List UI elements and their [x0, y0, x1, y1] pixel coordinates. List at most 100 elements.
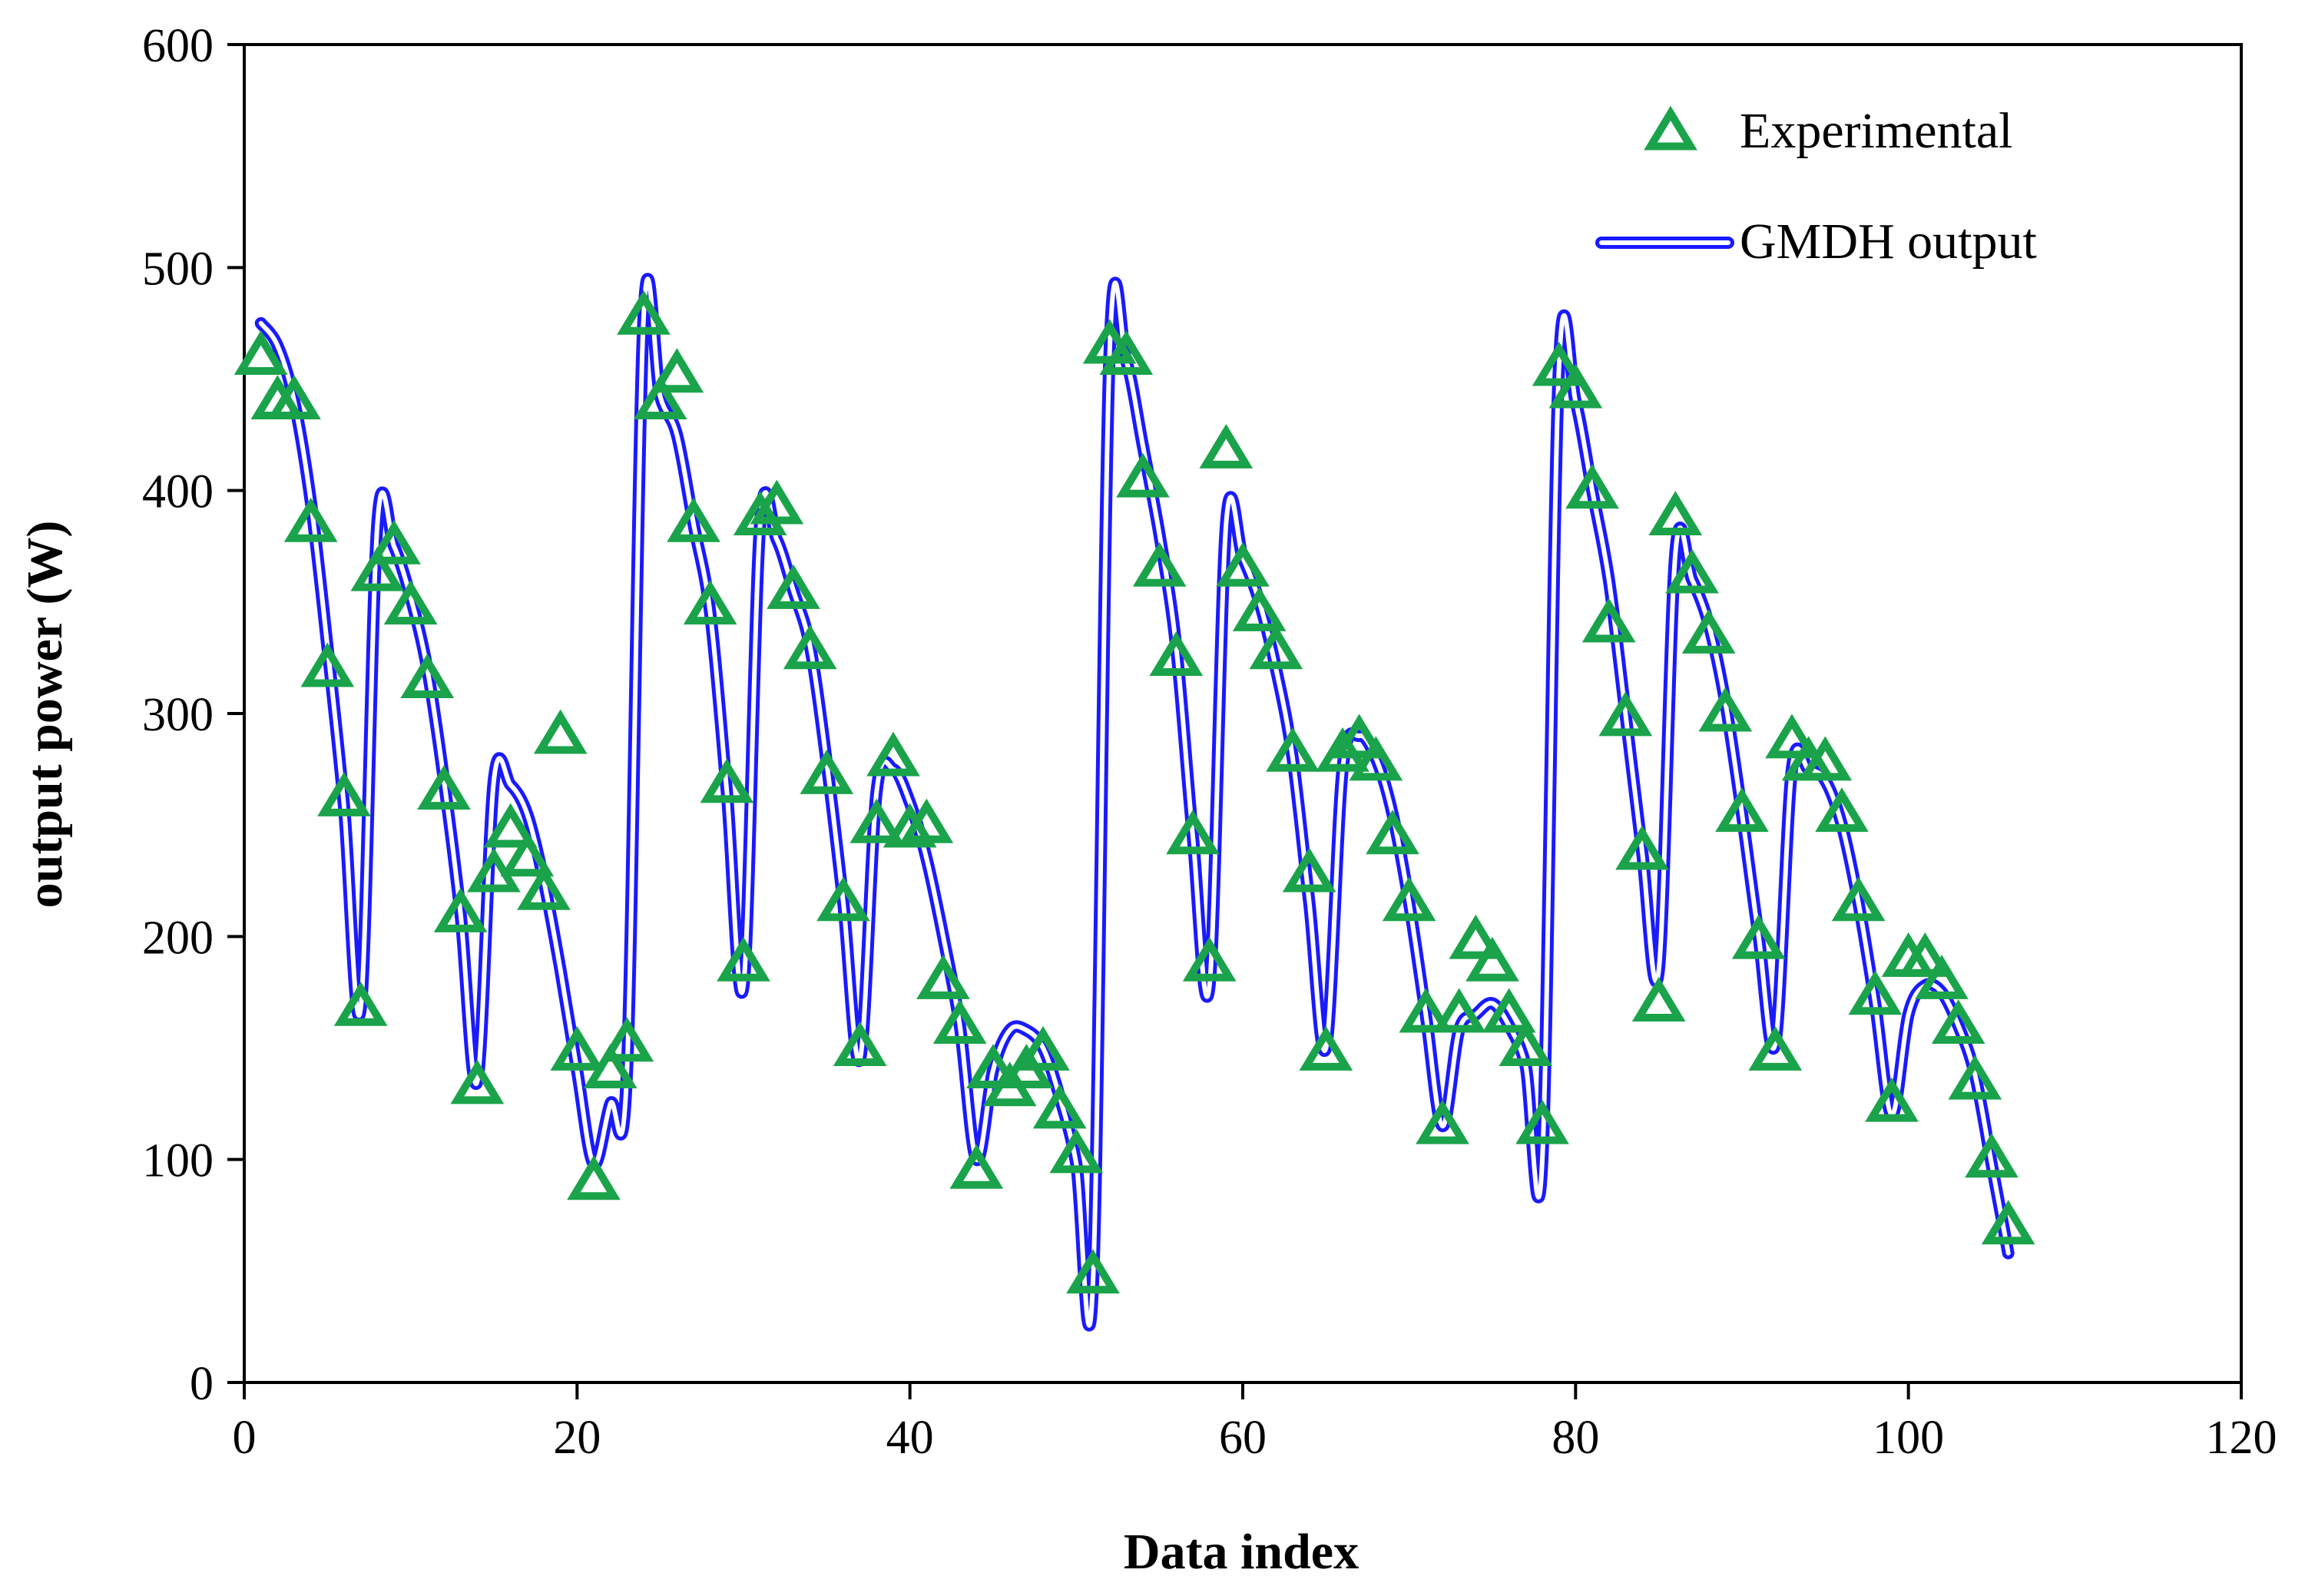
experimental-point	[283, 497, 338, 542]
experimental-point	[1149, 631, 1204, 676]
experimental-point	[1748, 1025, 1803, 1071]
experimental-point	[550, 1025, 604, 1071]
experimental-point	[1116, 452, 1170, 498]
experimental-point	[350, 546, 405, 591]
experimental-point	[1399, 988, 1453, 1033]
y-axis-title: output power (W)	[17, 521, 73, 909]
y-tick-label: 500	[142, 243, 214, 295]
experimental-point	[849, 798, 904, 843]
experimental-point	[300, 642, 355, 687]
experimental-point	[1465, 936, 1519, 982]
experimental-point	[1482, 988, 1536, 1033]
experimental-point	[1266, 727, 1320, 772]
y-tick-label: 0	[190, 1358, 214, 1410]
experimental-point	[1698, 687, 1753, 732]
y-tick-label: 600	[142, 20, 214, 72]
legend-experimental-label: Experimental	[1740, 103, 2013, 159]
experimental-point	[816, 876, 870, 922]
y-tick-label: 400	[142, 466, 214, 518]
experimental-point	[450, 1059, 505, 1104]
experimental-point	[683, 580, 737, 625]
experimental-point	[733, 491, 787, 536]
experimental-point	[783, 624, 837, 670]
experimental-point	[1299, 1025, 1353, 1071]
experimental-point	[1366, 810, 1419, 855]
experimental-point	[1099, 330, 1154, 375]
experimental-point	[899, 798, 954, 843]
experimental-point	[583, 1044, 638, 1089]
experimental-point	[1349, 736, 1403, 781]
experimental-point	[650, 348, 704, 393]
experimental-point	[317, 771, 371, 816]
legend: Experimental GMDH output	[1595, 103, 2037, 270]
experimental-point	[433, 887, 488, 932]
experimental-point	[417, 765, 471, 810]
experimental-point	[1848, 970, 1903, 1015]
experimental-point	[1948, 1055, 2002, 1100]
experimental-point	[1016, 1025, 1070, 1071]
experimental-point	[1499, 1022, 1553, 1067]
experimental-point	[833, 1022, 887, 1067]
y-tick-label: 100	[142, 1135, 214, 1187]
experimental-point	[1532, 341, 1586, 386]
experimental-point	[483, 803, 538, 848]
experimental-point	[533, 709, 588, 754]
x-axis-title: Data index	[1124, 1524, 1359, 1580]
experimental-point	[767, 564, 820, 609]
experimental-point	[1648, 491, 1703, 536]
y-tick-label: 200	[142, 912, 214, 964]
experimental-point	[1831, 876, 1886, 922]
experimental-point	[1449, 914, 1503, 959]
experimental-point	[500, 832, 555, 877]
experimental-point	[633, 375, 687, 420]
experimental-point	[1548, 363, 1603, 409]
x-tick-label: 0	[233, 1412, 257, 1464]
experimental-point	[517, 865, 571, 910]
x-tick-label: 120	[2206, 1412, 2277, 1464]
experimental-point	[1515, 1099, 1569, 1144]
experimental-point	[1681, 608, 1736, 654]
legend-experimental-marker	[1644, 105, 1697, 151]
x-tick-label: 60	[1219, 1412, 1267, 1464]
experimental-point	[1132, 541, 1187, 587]
y-tick-label: 300	[142, 689, 214, 741]
experimental-point	[1432, 988, 1486, 1033]
experimental-point	[1631, 977, 1686, 1022]
experimental-point	[1765, 714, 1819, 759]
experimental-point	[1182, 936, 1237, 982]
experimental-point	[1032, 1084, 1087, 1129]
experimental-point	[750, 479, 804, 525]
experimental-point	[383, 580, 438, 625]
experimental-point	[1815, 787, 1869, 833]
experimental-point	[617, 290, 671, 335]
experimental-point	[1731, 914, 1786, 959]
experimental-point	[1416, 1099, 1469, 1144]
experimental-point	[966, 1044, 1020, 1089]
experimental-point	[1581, 598, 1636, 643]
experimental-point	[1332, 714, 1386, 759]
x-tick-label: 20	[553, 1412, 601, 1464]
experimental-point	[667, 497, 720, 542]
experimental-point	[1615, 825, 1669, 870]
experimental-point	[1282, 847, 1336, 892]
experimental-point	[1798, 736, 1853, 781]
experimental-point	[1249, 624, 1303, 670]
experimental-point	[1216, 541, 1270, 587]
experimental-point	[1715, 787, 1769, 833]
experimental-point	[367, 519, 421, 565]
experimental-point	[800, 749, 854, 794]
x-tick-label: 80	[1552, 1412, 1599, 1464]
experimental-point	[1066, 1249, 1120, 1294]
experimental-point	[1166, 810, 1220, 855]
experimental-point	[1965, 1133, 2019, 1178]
experimental-point	[1898, 932, 1952, 977]
experimental-point	[567, 1155, 621, 1200]
experimental-point	[1049, 1128, 1104, 1174]
experimental-point	[932, 999, 987, 1044]
experimental-point	[1565, 464, 1619, 509]
experimental-point	[1665, 548, 1719, 594]
experimental-point	[1981, 1200, 2035, 1245]
experimental-point	[1598, 691, 1653, 737]
